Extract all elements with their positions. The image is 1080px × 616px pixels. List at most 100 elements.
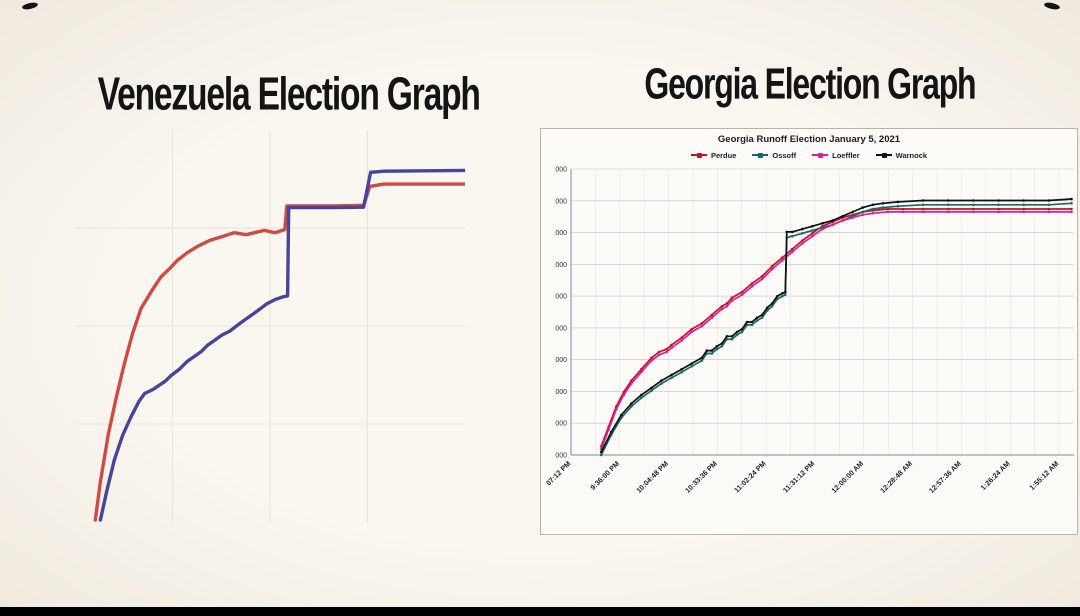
data-point-marker: [760, 277, 764, 281]
data-point-marker: [710, 316, 714, 319]
data-point-marker: [690, 362, 693, 365]
data-point-marker: [781, 292, 784, 295]
georgia-x-tick-label: 11:31:12 PM: [781, 459, 816, 494]
data-point-marker: [730, 337, 734, 341]
data-point-marker: [781, 295, 784, 298]
legend-marker-dot: [818, 152, 824, 158]
data-point-marker: [640, 393, 643, 397]
data-point-marker: [620, 413, 623, 417]
data-point-marker: [755, 316, 759, 319]
data-point-marker: [791, 250, 794, 254]
georgia-y-tick-label: 000: [555, 421, 567, 428]
legend-swatch: [812, 152, 829, 158]
data-point-marker: [947, 210, 950, 214]
data-point-marker: [1022, 199, 1025, 202]
data-point-marker: [770, 305, 774, 308]
data-point-marker: [791, 247, 794, 251]
data-point-marker: [680, 336, 683, 339]
data-point-marker: [690, 330, 693, 334]
data-point-marker: [765, 306, 769, 309]
legend-marker-dot: [758, 152, 764, 158]
data-point-marker: [630, 382, 633, 385]
data-point-marker: [947, 203, 950, 207]
data-point-marker: [947, 207, 950, 211]
georgia-series-perdue: [600, 208, 1072, 447]
data-point-marker: [781, 256, 784, 259]
data-point-marker: [921, 199, 925, 202]
data-point-marker: [841, 214, 844, 218]
data-point-marker: [1022, 207, 1025, 211]
data-point-marker: [1047, 210, 1051, 214]
data-point-marker: [735, 330, 739, 334]
data-point-marker: [785, 230, 789, 234]
data-point-marker: [831, 219, 834, 222]
data-point-marker: [1070, 210, 1073, 214]
data-point-marker: [871, 207, 875, 211]
data-point-marker: [730, 335, 734, 338]
georgia-series-ossoff: [600, 202, 1072, 456]
data-point-marker: [715, 345, 719, 348]
data-point-marker: [881, 206, 885, 209]
venezuela-series-blue-line: [98, 168, 465, 522]
georgia-x-tick-label: 1:55:12 AM: [1027, 459, 1060, 492]
venezuela-series-red-line: [93, 182, 465, 522]
top-left-letterbox-mark: [21, 1, 39, 11]
data-point-marker: [972, 199, 975, 202]
data-point-marker: [607, 428, 610, 431]
data-point-marker: [705, 349, 709, 352]
georgia-y-tick-label: 000: [555, 167, 567, 174]
data-point-marker: [851, 210, 854, 214]
data-point-marker: [710, 352, 714, 355]
data-point-marker: [921, 203, 925, 207]
data-point-marker: [821, 222, 824, 225]
legend-marker-dot: [881, 152, 887, 158]
data-point-marker: [1070, 197, 1073, 201]
data-point-marker: [1047, 203, 1051, 207]
data-point-marker: [851, 216, 854, 219]
georgia-y-tick-label: 000: [555, 389, 567, 396]
top-right-letterbox-mark: [1043, 1, 1061, 11]
data-point-marker: [725, 305, 729, 308]
data-point-marker: [740, 327, 744, 331]
legend-swatch: [752, 152, 769, 158]
data-point-marker: [700, 356, 704, 360]
data-point-marker: [740, 290, 744, 294]
georgia-y-tick-label: 000: [555, 294, 567, 301]
data-point-marker: [700, 359, 704, 362]
data-point-marker: [811, 229, 814, 232]
legend-item-warnock: Warnock: [875, 151, 927, 160]
georgia-series-loeffler: [600, 211, 1072, 450]
data-point-marker: [650, 389, 653, 392]
data-point-marker: [760, 275, 764, 278]
georgia-x-tick-label: 10:33:36 PM: [683, 459, 719, 495]
data-point-marker: [1047, 199, 1051, 202]
legend-item-perdue: Perdue: [690, 151, 736, 160]
data-point-marker: [650, 359, 653, 362]
data-point-marker: [720, 342, 724, 345]
data-point-marker: [921, 207, 925, 211]
georgia-chart-panel: Georgia Runoff Election January 5, 2021 …: [540, 128, 1078, 535]
data-point-marker: [896, 200, 900, 204]
data-point-marker: [690, 365, 693, 368]
data-point-marker: [997, 203, 1000, 207]
data-point-marker: [770, 302, 774, 305]
georgia-x-tick-label: 1:26:24 AM: [979, 459, 1012, 492]
data-point-marker: [735, 333, 739, 337]
data-point-marker: [745, 320, 749, 324]
georgia-y-tick-label: 000: [555, 357, 567, 364]
data-point-marker: [791, 230, 794, 234]
data-point-marker: [784, 290, 787, 294]
data-point-marker: [755, 319, 759, 322]
data-point-marker: [690, 327, 693, 331]
venezuela-heading-text: Venezuela Election Graph: [97, 67, 481, 120]
data-point-marker: [760, 313, 764, 317]
data-point-marker: [750, 282, 754, 285]
data-point-marker: [801, 227, 804, 231]
georgia-x-tick-label: 12:28:48 AM: [878, 459, 914, 495]
data-point-marker: [740, 293, 744, 297]
data-point-marker: [784, 293, 787, 297]
data-point-marker: [801, 232, 804, 235]
data-point-marker: [670, 343, 673, 347]
